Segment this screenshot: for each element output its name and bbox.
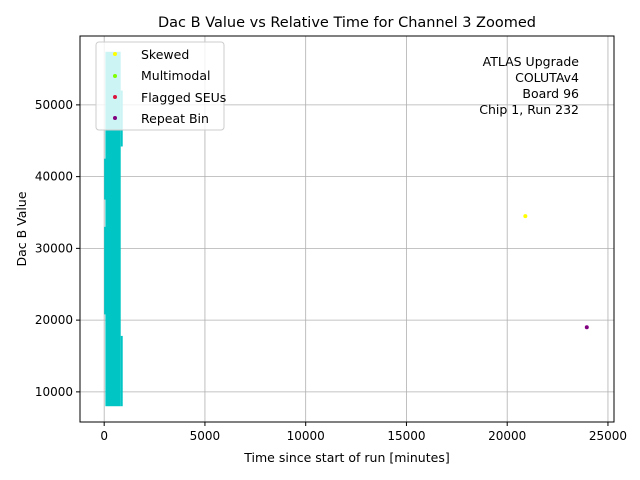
legend-item-multimodal: Multimodal	[113, 68, 210, 83]
annotation-line-4: Chip 1, Run 232	[479, 102, 579, 117]
y-tick-label: 10000	[35, 385, 73, 399]
annotation-line-1: ATLAS Upgrade	[483, 54, 580, 69]
y-tick-label: 40000	[35, 170, 73, 184]
plot-frame	[79, 35, 615, 423]
x-tick-label: 20000	[488, 429, 526, 443]
legend-item-flagged-seus: Flagged SEUs	[113, 90, 226, 105]
y-axis-label: Dac B Value	[14, 191, 29, 266]
x-axis-label: Time since start of run [minutes]	[243, 450, 449, 465]
legend-label-multimodal: Multimodal	[141, 68, 210, 83]
y-tick-label: 20000	[35, 313, 73, 327]
x-tick-label: 15000	[387, 429, 425, 443]
y-tick-label: 30000	[35, 241, 73, 255]
legend-label-flagged-seus: Flagged SEUs	[141, 90, 226, 105]
x-tick-label: 25000	[589, 429, 627, 443]
data-band-column	[104, 226, 106, 315]
x-tick-label: 10000	[287, 429, 325, 443]
chart-title: Dac B Value vs Relative Time for Channel…	[158, 15, 536, 31]
legend-frame	[95, 41, 225, 131]
data-point-repeat-bin	[584, 325, 589, 330]
x-tick-label: 0	[100, 429, 108, 443]
legend-label-skewed: Skewed	[141, 47, 189, 62]
legend-marker-flagged-seus	[113, 95, 117, 99]
legend: Skewed Multimodal Flagged SEUs Repeat Bi…	[95, 41, 226, 131]
legend-marker-repeat-bin	[113, 116, 117, 120]
x-tick-label: 5000	[190, 429, 221, 443]
annotation-line-2: COLUTAv4	[515, 70, 579, 85]
legend-label-repeat-bin: Repeat Bin	[141, 111, 209, 126]
y-tick-label: 50000	[35, 98, 73, 112]
annotation-line-3: Board 96	[522, 86, 579, 101]
series-points	[523, 214, 589, 330]
legend-marker-skewed	[113, 52, 117, 56]
legend-item-repeat-bin: Repeat Bin	[113, 111, 209, 126]
legend-item-skewed: Skewed	[113, 47, 189, 62]
annotation-block: ATLAS Upgrade COLUTAv4 Board 96 Chip 1, …	[479, 54, 579, 117]
data-band-column	[120, 335, 123, 407]
axis-ticks: 0 5000 10000 15000 20000 25000 10000 20000 30000…	[35, 98, 627, 443]
data-point-skewed	[523, 214, 528, 219]
data-band-column	[104, 158, 106, 200]
data-band-column	[105, 51, 121, 407]
legend-marker-multimodal	[113, 74, 117, 78]
